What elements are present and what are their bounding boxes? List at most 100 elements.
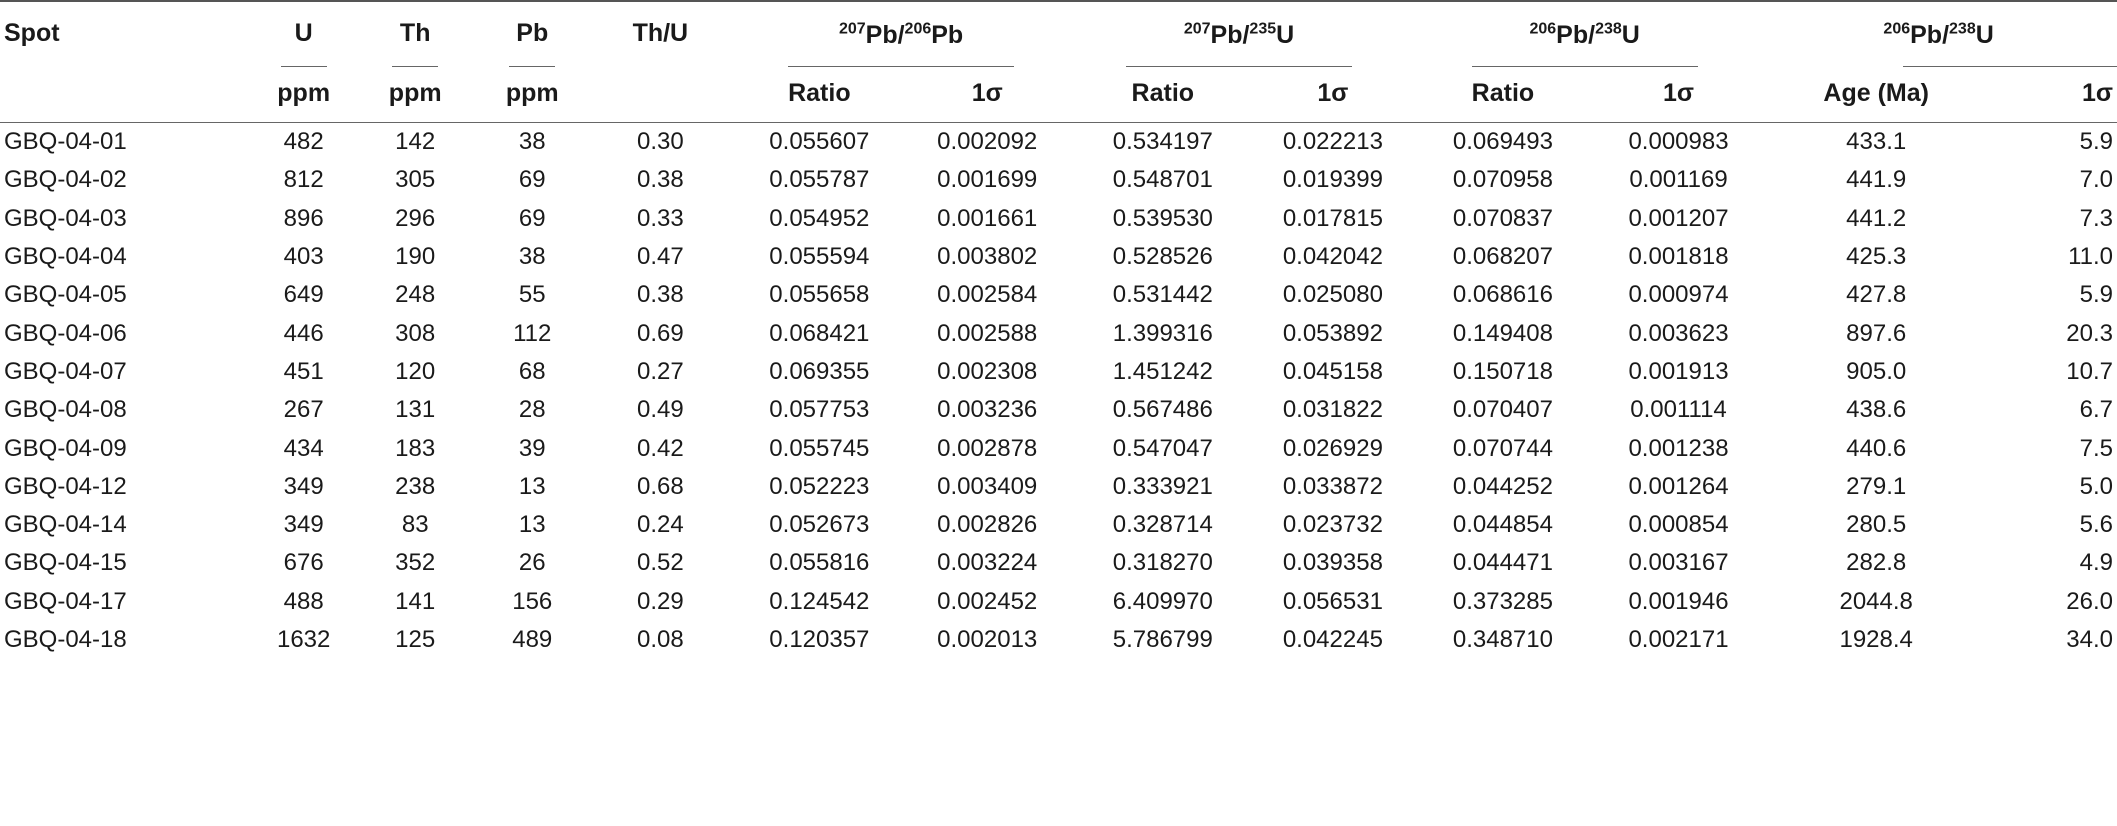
- cell-pb207-u235-ratio: 0.567486: [1112, 396, 1213, 424]
- header-g1-ratio: Ratio: [733, 64, 906, 123]
- header-u-unit: ppm: [253, 64, 354, 123]
- cell-pb207-pb206-ratio: 0.055607: [769, 128, 870, 156]
- cell-pb206-u238-sigma: 0.000983: [1628, 128, 1729, 156]
- cell-th-ppm: 296: [395, 204, 436, 232]
- cell-pb-ppm: 112: [513, 319, 552, 347]
- cell-pb206-u238-sigma: 0.003167: [1628, 549, 1729, 577]
- cell-pb206-u238-sigma: 0.001114: [1630, 396, 1727, 424]
- zircon-data-table: Spot U Th Pb Th/U 207Pb/206Pb 207Pb/235U…: [0, 1, 2117, 653]
- table-row: GBQ-04-07 451 120 68 0.27 0.069355 0.002308 1.4…: [0, 353, 2117, 391]
- cell-pb206-u238-sigma: 0.000974: [1628, 281, 1729, 309]
- cell-pb207-pb206-sigma: 0.002826: [937, 511, 1038, 539]
- cell-u-ppm: 349: [283, 511, 324, 539]
- cell-pb207-pb206-ratio: 0.068421: [769, 319, 870, 347]
- cell-pb207-u235-ratio: 0.318270: [1112, 549, 1213, 577]
- cell-pb206-u238-ratio: 0.044252: [1452, 472, 1553, 500]
- header-thu: Th/U: [632, 18, 689, 47]
- cell-th-ppm: 83: [401, 511, 429, 539]
- cell-age-ma: 427.8: [1846, 281, 1907, 309]
- cell-pb206-u238-ratio: 0.070837: [1452, 204, 1553, 232]
- cell-pb207-pb206-ratio: 0.055787: [769, 166, 870, 194]
- cell-th-u: 0.38: [636, 281, 684, 309]
- cell-th-u: 0.38: [636, 166, 684, 194]
- cell-th-ppm: 120: [395, 357, 436, 385]
- cell-pb206-u238-sigma: 0.001238: [1628, 434, 1729, 462]
- cell-pb207-u235-ratio: 5.786799: [1112, 626, 1213, 653]
- header-g4-age: Age (Ma): [1760, 64, 1993, 123]
- cell-age-ma: 425.3: [1846, 243, 1907, 271]
- cell-pb207-u235-ratio: 0.531442: [1112, 281, 1213, 309]
- header-group-pb207-pb206: 207Pb/206Pb: [733, 1, 1069, 67]
- cell-age-ma: 905.0: [1846, 357, 1907, 385]
- cell-pb-ppm: 38: [518, 128, 546, 156]
- cell-th-u: 0.69: [636, 319, 684, 347]
- cell-u-ppm: 403: [283, 243, 324, 271]
- cell-u-ppm: 482: [283, 128, 324, 156]
- cell-spot: GBQ-04-05: [4, 281, 127, 309]
- cell-pb207-u235-sigma: 0.025080: [1282, 281, 1383, 309]
- cell-pb206-u238-ratio: 0.044854: [1452, 511, 1553, 539]
- header-g4-sigma: 1σ: [1992, 64, 2117, 123]
- cell-pb207-pb206-ratio: 0.124542: [769, 587, 870, 615]
- cell-pb207-pb206-sigma: 0.002588: [937, 319, 1038, 347]
- cell-age-ma: 280.5: [1846, 511, 1907, 539]
- cell-th-u: 0.33: [636, 204, 684, 232]
- cell-pb207-u235-sigma: 0.042245: [1282, 626, 1383, 653]
- cell-age-sigma: 7.5: [2079, 434, 2113, 462]
- cell-age-ma: 282.8: [1846, 549, 1907, 577]
- cell-pb206-u238-ratio: 0.070744: [1452, 434, 1553, 462]
- cell-u-ppm: 676: [283, 549, 324, 577]
- cell-pb207-u235-sigma: 0.026929: [1282, 434, 1383, 462]
- cell-th-ppm: 142: [395, 128, 436, 156]
- cell-age-sigma: 34.0: [2066, 626, 2113, 653]
- cell-spot: GBQ-04-06: [4, 319, 127, 347]
- header-th-unit: ppm: [353, 64, 478, 123]
- cell-age-sigma: 5.0: [2079, 472, 2113, 500]
- cell-th-ppm: 248: [395, 281, 436, 309]
- header-g3-sigma: 1σ: [1596, 64, 1761, 123]
- cell-pb206-u238-ratio: 0.068207: [1452, 243, 1553, 271]
- cell-pb207-u235-ratio: 1.399316: [1112, 319, 1213, 347]
- cell-pb206-u238-ratio: 0.373285: [1452, 587, 1553, 615]
- table-row: GBQ-04-03 896 296 69 0.33 0.054952 0.001661 0.5…: [0, 200, 2117, 238]
- cell-pb207-u235-sigma: 0.019399: [1282, 166, 1383, 194]
- cell-spot: GBQ-04-03: [4, 204, 127, 232]
- table-row: GBQ-04-08 267 131 28 0.49 0.057753 0.003236 0.5…: [0, 391, 2117, 429]
- cell-pb-ppm: 13: [518, 511, 546, 539]
- cell-pb207-u235-sigma: 0.031822: [1282, 396, 1383, 424]
- header-group-pb206-u238-age: 206Pb/238U: [1760, 1, 2117, 67]
- cell-pb206-u238-sigma: 0.001913: [1628, 357, 1729, 385]
- cell-age-ma: 433.1: [1846, 128, 1907, 156]
- cell-pb206-u238-ratio: 0.149408: [1452, 319, 1553, 347]
- cell-th-ppm: 131: [395, 396, 436, 424]
- cell-age-ma: 2044.8: [1839, 587, 1913, 615]
- cell-th-ppm: 125: [395, 626, 436, 653]
- cell-pb207-pb206-sigma: 0.003802: [937, 243, 1038, 271]
- cell-pb-ppm: 156: [512, 587, 553, 615]
- cell-pb207-u235-ratio: 0.328714: [1112, 511, 1213, 539]
- cell-pb207-u235-ratio: 0.547047: [1112, 434, 1213, 462]
- cell-pb207-u235-sigma: 0.022213: [1282, 128, 1383, 156]
- cell-pb207-u235-sigma: 0.017815: [1282, 204, 1383, 232]
- cell-pb207-pb206-sigma: 0.002013: [937, 626, 1038, 653]
- cell-pb207-u235-ratio: 0.539530: [1112, 204, 1213, 232]
- cell-u-ppm: 488: [283, 587, 324, 615]
- cell-pb-ppm: 489: [512, 626, 553, 653]
- cell-pb206-u238-sigma: 0.000854: [1628, 511, 1729, 539]
- cell-spot: GBQ-04-08: [4, 396, 127, 424]
- cell-pb207-pb206-sigma: 0.003224: [937, 549, 1038, 577]
- cell-pb207-pb206-ratio: 0.054952: [769, 204, 870, 232]
- cell-th-u: 0.52: [636, 549, 684, 577]
- cell-spot: GBQ-04-12: [4, 472, 127, 500]
- cell-th-u: 0.68: [636, 472, 684, 500]
- header-spot-empty: [0, 64, 254, 123]
- cell-th-ppm: 352: [395, 549, 436, 577]
- cell-pb206-u238-sigma: 0.001169: [1629, 166, 1728, 194]
- cell-u-ppm: 446: [283, 319, 324, 347]
- cell-pb207-u235-ratio: 6.409970: [1112, 587, 1213, 615]
- cell-th-u: 0.08: [636, 626, 684, 653]
- cell-th-u: 0.42: [636, 434, 684, 462]
- table-row: GBQ-04-12 349 238 13 0.68 0.052223 0.003409 0.3…: [0, 468, 2117, 506]
- cell-pb207-u235-sigma: 0.039358: [1282, 549, 1383, 577]
- cell-age-sigma: 5.9: [2079, 281, 2113, 309]
